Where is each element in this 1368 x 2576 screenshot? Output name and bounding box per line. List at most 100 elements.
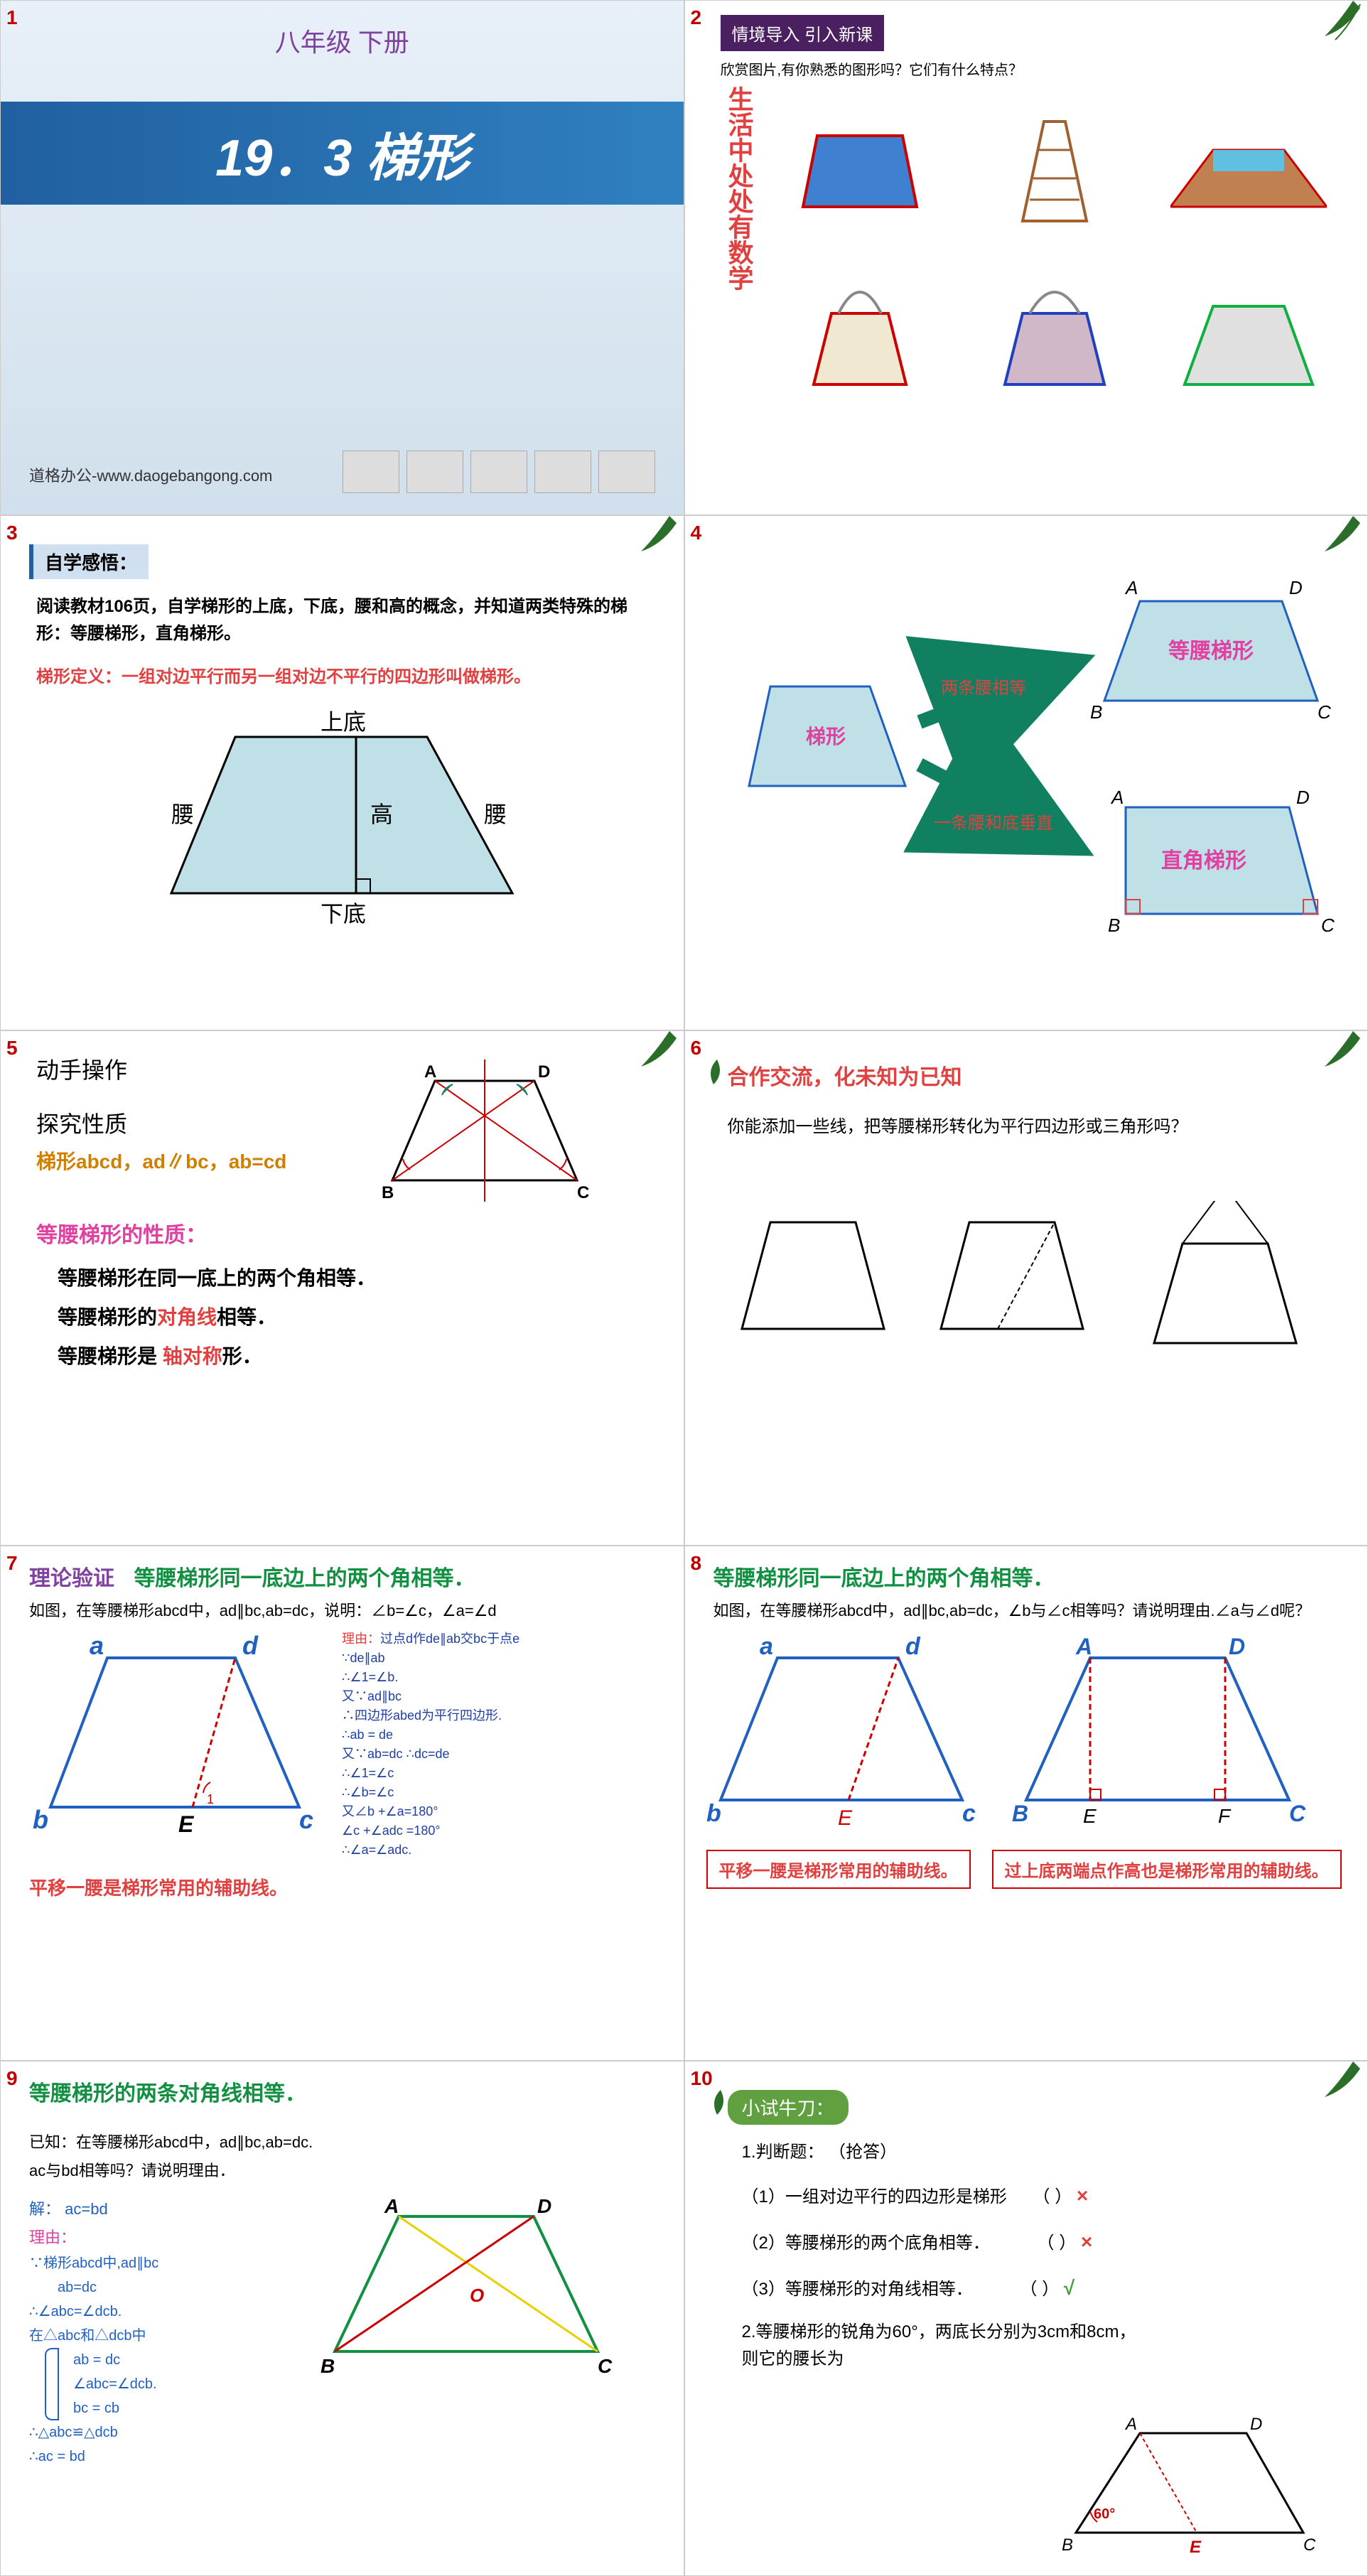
property-2: 等腰梯形的对角线相等．	[58, 1302, 627, 1330]
blank: （ ）	[1038, 2233, 1077, 2253]
svg-text:C: C	[598, 2355, 613, 2377]
note-2: 过上底两端点作高也是梯形常用的辅助线。	[992, 1850, 1342, 1889]
thumb-icon	[470, 451, 527, 493]
slide-number: 3	[6, 522, 18, 544]
vertex-b: B	[382, 1183, 394, 1202]
prop3-keyword: 轴对称	[163, 1345, 222, 1367]
mark-correct-icon: √	[1064, 2277, 1075, 2299]
example-bag2	[964, 257, 1145, 399]
proof-diagram: 1 a d b c E	[29, 1629, 328, 1843]
step: 又∵ad∥bc	[342, 1687, 655, 1706]
properties-title: 等腰梯形的性质：	[36, 1217, 648, 1249]
svg-text:E: E	[838, 1806, 853, 1830]
svg-text:F: F	[1218, 1805, 1232, 1827]
step: ∴∠a=∠adc.	[342, 1841, 655, 1860]
slide-number: 1	[6, 6, 18, 29]
prop2-prefix: 等腰梯形的	[58, 1306, 157, 1328]
svg-text:A: A	[1075, 1637, 1092, 1659]
slide-number: 6	[691, 1037, 702, 1060]
step: ∵梯形abcd中,ad∥bc	[29, 2251, 299, 2275]
given-1: 已知：在等腰梯形abcd中，ad∥bc,ab=dc.	[29, 2128, 655, 2157]
diagonal-diagram: A D B C O	[321, 2195, 619, 2394]
vertex-e: E	[178, 1811, 195, 1837]
question-1b: （2）等腰梯形的两个底角相等． （ ） ×	[742, 2226, 1311, 2258]
leaf-icon	[1282, 1031, 1367, 1088]
trapezoid-definition: 梯形定义：一组对边平行而另一组对边不平行的四边形叫做梯形。	[36, 662, 648, 687]
reason-label: 理由：	[29, 2224, 299, 2252]
q-text: （1）一组对边平行的四边形是梯形	[742, 2187, 1007, 2206]
prop2-suffix: 相等．	[217, 1306, 276, 1328]
example-dam	[1159, 100, 1340, 242]
blank: （ ）	[1020, 2280, 1060, 2299]
slide-1: 1 八年级 下册 19．3 梯形 道格办公-www.daogebangong.c…	[0, 0, 684, 515]
collaborate-heading: 合作交流，化未知为已知	[728, 1060, 1368, 1091]
svg-text:E: E	[1190, 2538, 1202, 2554]
q-text: （3）等腰梯形的对角线相等．	[742, 2280, 973, 2299]
thumb-icon	[343, 451, 399, 493]
vertex-c2: C	[1321, 915, 1335, 936]
slide-number: 8	[691, 1552, 702, 1575]
leaf-small-icon	[699, 1056, 735, 1092]
label-right: 腰	[484, 802, 507, 827]
theorem-heading: 等腰梯形同一底边上的两个角相等．	[713, 1561, 1340, 1592]
base-label: 梯形	[806, 726, 846, 748]
step: ∴ab = de	[342, 1725, 655, 1745]
given-2: ac与bd相等吗？请说明理由．	[29, 2157, 655, 2185]
solution-label: 解：	[29, 2200, 60, 2218]
section-header: 情境导入 引入新课	[721, 15, 885, 51]
vertex-a: a	[90, 1631, 104, 1660]
heading-text: 理论验证	[29, 1567, 114, 1590]
step: 又∵ab=dc ∴dc=de	[342, 1745, 655, 1764]
reason-label: 理由：	[342, 1632, 380, 1646]
svg-text:c: c	[962, 1800, 976, 1827]
svg-text:B: B	[1062, 2535, 1073, 2554]
trapezoid-diagram: 上底 下底 腰 腰 高	[129, 708, 555, 939]
leaf-icon	[598, 516, 684, 573]
slide-5: 5 动手操作 探究性质 梯形abcd，ad∥bc，ab=cd A D B C 等…	[0, 1030, 684, 1546]
slide-number: 2	[691, 6, 702, 29]
step: ∠c +∠adc =180°	[342, 1821, 655, 1841]
svg-text:C: C	[1303, 2535, 1316, 2554]
trap-1	[728, 1201, 898, 1343]
svg-text:A: A	[384, 2195, 399, 2217]
vertical-slogan: 生活中处处有数学	[721, 86, 758, 291]
svg-text:1: 1	[207, 1792, 214, 1806]
step: 又∠b +∠a=180°	[342, 1802, 655, 1821]
svg-text:O: O	[470, 2285, 484, 2306]
label-bottom: 下底	[321, 901, 366, 927]
question-2: 2.等腰梯形的锐角为60°，两底长分别为3cm和8cm， 则它的腰长为	[742, 2319, 1311, 2373]
leaf-small-icon	[703, 2086, 738, 2122]
thumb-icon	[598, 451, 655, 493]
step: ab=dc	[29, 2275, 299, 2300]
vertex-c: C	[1318, 701, 1331, 723]
leaf-icon	[1282, 1, 1367, 58]
q-text: （2）等腰梯形的两个底角相等．	[742, 2233, 990, 2253]
answer: ac=bd	[65, 2200, 108, 2218]
footer-credit: 道格办公-www.daogebangong.com	[29, 463, 272, 486]
step: ∴ac = bd	[29, 2445, 299, 2469]
vertex-d: d	[242, 1631, 259, 1660]
slide-grid: 1 八年级 下册 19．3 梯形 道格办公-www.daogebangong.c…	[0, 0, 1368, 2576]
svg-text:B: B	[1012, 1801, 1028, 1826]
svg-text:b: b	[706, 1800, 721, 1827]
footer-images	[343, 451, 655, 493]
main-title: 19．3 梯形	[1, 102, 684, 205]
intro-question: 欣赏图片,有你熟悉的图形吗？它们有什么特点？	[721, 58, 1332, 79]
slide-number: 5	[6, 1037, 18, 1060]
label-top: 上底	[321, 709, 366, 735]
mark-wrong-icon: ×	[1077, 2184, 1088, 2206]
theory-heading: 理论验证 等腰梯形同一底边上的两个角相等．	[29, 1561, 655, 1592]
vertex-d2: D	[1296, 787, 1310, 808]
q2-text2: 则它的腰长为	[742, 2349, 844, 2368]
prop2-keyword: 对角线	[157, 1306, 217, 1328]
svg-text:D: D	[1229, 1637, 1245, 1659]
theorem-heading: 等腰梯形的两条对角线相等．	[29, 2076, 655, 2107]
diagram-left: a d b c E	[706, 1637, 991, 1836]
isosceles-label: 等腰梯形	[1168, 639, 1254, 663]
instruction-text: 阅读教材106页，自学梯形的上底，下底，腰和高的概念，并知道两类特殊的梯形：等腰…	[36, 593, 648, 648]
given-statement: 如图，在等腰梯形abcd中，ad∥bc,ab=dc，说明：∠b=∠c，∠a=∠d	[29, 1599, 655, 1622]
question-1c: （3）等腰梯形的对角线相等． （ ） √	[742, 2273, 1311, 2305]
trap-3	[1126, 1201, 1325, 1357]
transform-question: 你能添加一些线，把等腰梯形转化为平行四边形或三角形吗？	[728, 1112, 1325, 1137]
slide-8: 8 等腰梯形同一底边上的两个角相等． 如图，在等腰梯形abcd中，ad∥bc,a…	[684, 1546, 1368, 2061]
